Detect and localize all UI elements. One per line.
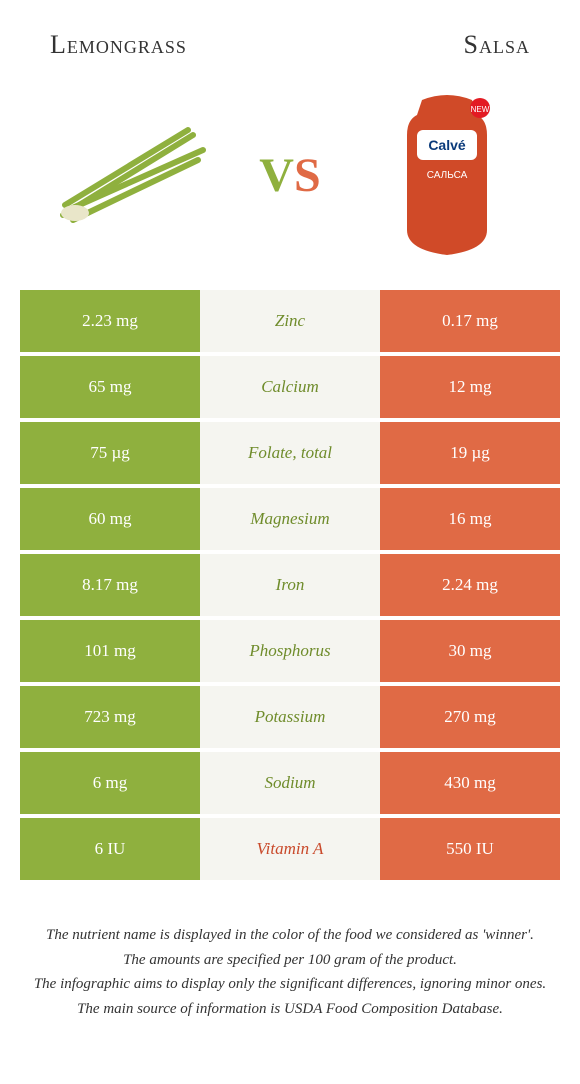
- value-left: 2.23 mg: [20, 290, 200, 352]
- footer-line: The amounts are specified per 100 gram o…: [20, 949, 560, 972]
- value-right: 12 mg: [380, 356, 560, 418]
- value-left: 101 mg: [20, 620, 200, 682]
- value-right: 16 mg: [380, 488, 560, 550]
- nutrient-name: Phosphorus: [200, 620, 380, 682]
- table-row: 2.23 mgZinc0.17 mg: [20, 290, 560, 352]
- value-right: 19 µg: [380, 422, 560, 484]
- svg-text:Calvé: Calvé: [428, 137, 466, 153]
- table-row: 65 mgCalcium12 mg: [20, 356, 560, 418]
- nutrient-name: Iron: [200, 554, 380, 616]
- footer-notes: The nutrient name is displayed in the co…: [0, 884, 580, 1020]
- nutrient-name: Calcium: [200, 356, 380, 418]
- header: Lemongrass Salsa: [0, 0, 580, 70]
- nutrition-table: 2.23 mgZinc0.17 mg65 mgCalcium12 mg75 µg…: [20, 290, 560, 880]
- nutrient-name: Zinc: [200, 290, 380, 352]
- table-row: 8.17 mgIron2.24 mg: [20, 554, 560, 616]
- value-left: 8.17 mg: [20, 554, 200, 616]
- value-left: 723 mg: [20, 686, 200, 748]
- nutrient-name: Potassium: [200, 686, 380, 748]
- nutrient-name: Folate, total: [200, 422, 380, 484]
- table-row: 6 IUVitamin A550 IU: [20, 818, 560, 880]
- footer-line: The nutrient name is displayed in the co…: [20, 924, 560, 947]
- table-row: 6 mgSodium430 mg: [20, 752, 560, 814]
- table-row: 60 mgMagnesium16 mg: [20, 488, 560, 550]
- salsa-image: Calvé САЛЬСА NEW: [367, 95, 527, 255]
- value-left: 6 mg: [20, 752, 200, 814]
- value-right: 550 IU: [380, 818, 560, 880]
- nutrient-name: Magnesium: [200, 488, 380, 550]
- value-left: 75 µg: [20, 422, 200, 484]
- value-right: 2.24 mg: [380, 554, 560, 616]
- vs-badge: VS: [259, 148, 320, 203]
- table-row: 75 µgFolate, total19 µg: [20, 422, 560, 484]
- images-row: VS Calvé САЛЬСА NEW: [0, 70, 580, 290]
- lemongrass-image: [53, 95, 213, 255]
- value-left: 60 mg: [20, 488, 200, 550]
- nutrient-name: Vitamin A: [200, 818, 380, 880]
- vs-v: V: [259, 149, 294, 202]
- value-right: 270 mg: [380, 686, 560, 748]
- title-left: Lemongrass: [50, 30, 187, 60]
- svg-text:САЛЬСА: САЛЬСА: [427, 170, 468, 181]
- value-left: 6 IU: [20, 818, 200, 880]
- value-right: 0.17 mg: [380, 290, 560, 352]
- title-right: Salsa: [464, 30, 530, 60]
- value-right: 30 mg: [380, 620, 560, 682]
- table-row: 101 mgPhosphorus30 mg: [20, 620, 560, 682]
- footer-line: The infographic aims to display only the…: [20, 973, 560, 996]
- value-right: 430 mg: [380, 752, 560, 814]
- svg-text:NEW: NEW: [471, 105, 490, 114]
- footer-line: The main source of information is USDA F…: [20, 998, 560, 1021]
- table-row: 723 mgPotassium270 mg: [20, 686, 560, 748]
- value-left: 65 mg: [20, 356, 200, 418]
- nutrient-name: Sodium: [200, 752, 380, 814]
- vs-s: S: [294, 149, 321, 202]
